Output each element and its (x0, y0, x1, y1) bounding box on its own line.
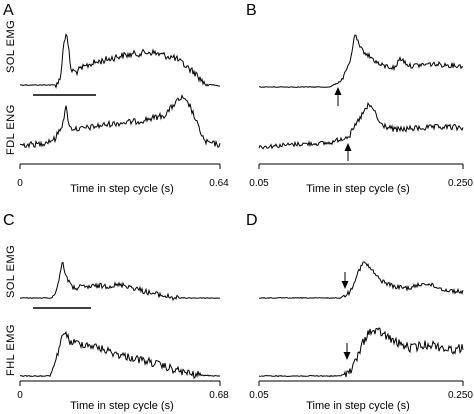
x-axis-title-d: Time in step cycle (s) (306, 400, 410, 412)
fdl-eng-trace-b (258, 101, 464, 150)
fhl-emg-trace-d (258, 327, 464, 378)
x-tick-label-a-start: 0 (17, 178, 23, 189)
x-axis-title-c: Time in step cycle (s) (70, 400, 174, 412)
x-axis-title-a: Time in step cycle (s) (70, 183, 174, 195)
panel-b: B 0.05 0.250 Time in step cycle (s) (246, 2, 473, 195)
trace-label-sol-emg-a: SOL EMG (5, 20, 17, 73)
panel-a: A SOL EMG FDL ENG 0 0.64 Time in step cy… (3, 2, 229, 195)
x-tick-label-a-end: 0.64 (209, 178, 229, 189)
x-axis-title-b: Time in step cycle (s) (306, 183, 410, 195)
panel-letter-d: D (246, 212, 258, 229)
x-tick-label-c-end: 0.68 (209, 390, 229, 401)
onset-arrow-b-top (334, 87, 342, 106)
panel-c: C SOL EMG FHL EMG 0 0.68 Time in step cy… (3, 212, 229, 412)
x-tick-label-d-end: 0.250 (448, 390, 473, 401)
x-tick-label-c-start: 0 (17, 390, 23, 401)
sol-emg-trace-d (258, 261, 464, 300)
x-tick-label-b-end: 0.250 (448, 178, 473, 189)
onset-arrow-b-bottom (344, 143, 352, 161)
fdl-eng-trace (19, 93, 221, 149)
sol-emg-trace-a (19, 33, 221, 89)
panel-letter-c: C (3, 212, 15, 229)
panel-letter-a: A (3, 2, 14, 19)
onset-arrow-d-bottom (343, 343, 351, 360)
panel-letter-b: B (246, 2, 257, 19)
onset-arrow-d-top (341, 272, 349, 289)
trace-label-fhl-emg: FHL EMG (5, 324, 17, 376)
sol-emg-trace-c (19, 261, 221, 301)
fhl-emg-trace (19, 330, 221, 379)
panel-d: D 0.05 0.250 Time in step cycle (s) (246, 212, 473, 412)
x-tick-label-b-start: 0.05 (249, 178, 269, 189)
x-tick-label-d-start: 0.05 (249, 390, 269, 401)
trace-label-fdl-eng: FDL ENG (5, 104, 17, 155)
trace-label-sol-emg-c: SOL EMG (5, 245, 17, 298)
sol-emg-trace-b (258, 34, 464, 88)
